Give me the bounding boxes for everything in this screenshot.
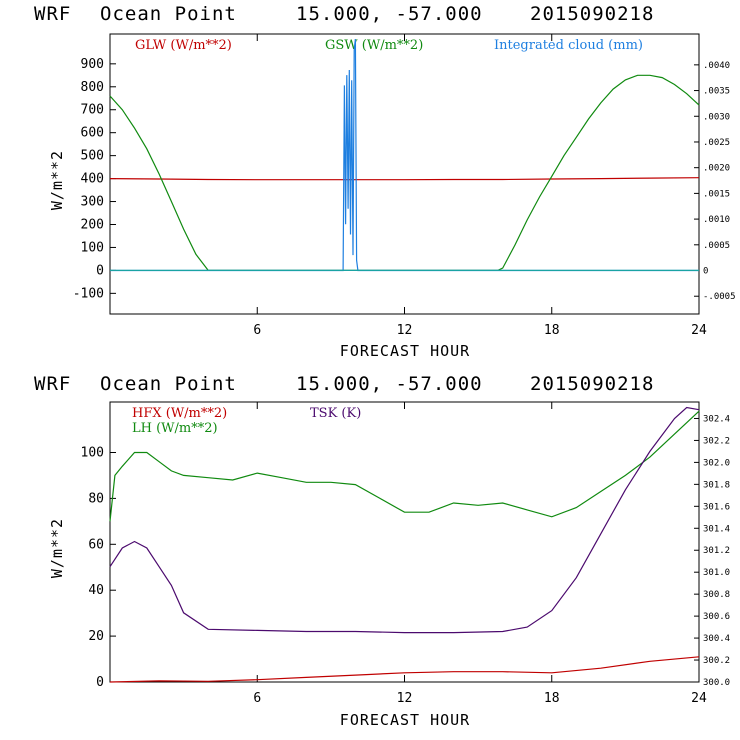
bottom-y2tick-label: 301.0 bbox=[703, 568, 730, 578]
top-ytick-label: 700 bbox=[81, 103, 104, 118]
bottom-y2tick-label: 300.4 bbox=[703, 634, 730, 644]
bottom-ytick-label: 100 bbox=[81, 445, 104, 460]
bottom-panel: WRF Ocean Point 15.000, -57.000 20150902… bbox=[34, 373, 730, 729]
top-xtick-label: 24 bbox=[691, 323, 707, 338]
bottom-ytick-label: 80 bbox=[88, 491, 104, 506]
bottom-y2tick-label: 300.6 bbox=[703, 612, 730, 622]
top-header-coords: 15.000, -57.000 bbox=[296, 3, 483, 25]
top-y-axis-ticks: -100 0 100 200 300 400 500 600 700 800 900 bbox=[73, 57, 116, 301]
top-ytick-label: 300 bbox=[81, 195, 104, 210]
bottom-xtick-label: 12 bbox=[397, 691, 413, 706]
bottom-xtick-label: 18 bbox=[544, 691, 560, 706]
top-y-axis-label: W/m**2 bbox=[48, 150, 66, 210]
top-ytick-label: -100 bbox=[73, 286, 104, 301]
bottom-y2tick-label: 301.4 bbox=[703, 524, 730, 534]
top-y2tick-label: .0040 bbox=[703, 61, 730, 71]
bottom-header-location: Ocean Point bbox=[100, 373, 237, 395]
top-ytick-label: 200 bbox=[81, 217, 104, 232]
top-xtick-label: 18 bbox=[544, 323, 560, 338]
bottom-ytick-label: 20 bbox=[88, 629, 104, 644]
top-x-axis-label: FORECAST HOUR bbox=[340, 342, 470, 360]
bottom-series-line-0 bbox=[109, 656, 700, 683]
top-y2tick-label: -.0005 bbox=[703, 292, 736, 302]
top-y2tick-label: 0 bbox=[703, 267, 708, 277]
bottom-y2tick-label: 302.4 bbox=[703, 414, 730, 424]
bottom-y2tick-label: 300.0 bbox=[703, 678, 730, 688]
bottom-header-coords: 15.000, -57.000 bbox=[296, 373, 483, 395]
bottom-y2tick-label: 301.2 bbox=[703, 546, 730, 556]
bottom-y2tick-label: 301.6 bbox=[703, 502, 730, 512]
top-xtick-label: 6 bbox=[253, 323, 261, 338]
bottom-legend-tsk: TSK (K) bbox=[310, 406, 361, 421]
bottom-header-model: WRF bbox=[34, 373, 71, 395]
bottom-y-axis-ticks: 0 20 40 60 80 100 bbox=[81, 445, 116, 690]
bottom-series-line-1 bbox=[109, 410, 700, 522]
top-ytick-label: 500 bbox=[81, 149, 104, 164]
top-ytick-label: 600 bbox=[81, 126, 104, 141]
bottom-xtick-label: 6 bbox=[253, 691, 261, 706]
top-plot-frame bbox=[109, 33, 700, 315]
top-y2tick-label: .0010 bbox=[703, 215, 730, 225]
bottom-y-axis-label: W/m**2 bbox=[48, 518, 66, 578]
top-y2tick-label: .0030 bbox=[703, 112, 730, 122]
top-y2tick-label: .0025 bbox=[703, 138, 730, 148]
top-y2tick-label: .0035 bbox=[703, 87, 730, 97]
top-y2tick-label: .0020 bbox=[703, 164, 730, 174]
top-ytick-label: 400 bbox=[81, 172, 104, 187]
top-ytick-label: 900 bbox=[81, 57, 104, 72]
bottom-legend-hfx: HFX (W/m**2) bbox=[132, 406, 227, 421]
bottom-y2tick-label: 300.2 bbox=[703, 656, 730, 666]
bottom-xtick-label: 24 bbox=[691, 691, 707, 706]
top-header-date: 2015090218 bbox=[530, 3, 654, 25]
bottom-ytick-label: 60 bbox=[88, 537, 104, 552]
top-series-line-1 bbox=[109, 74, 700, 271]
top-legend-glw: GLW (W/m**2) bbox=[135, 38, 232, 53]
top-ytick-label: 100 bbox=[81, 240, 104, 255]
bottom-series-group bbox=[109, 406, 700, 683]
bottom-x-axis-label: FORECAST HOUR bbox=[340, 711, 470, 729]
bottom-ytick-label: 40 bbox=[88, 583, 104, 598]
top-ytick-label: 800 bbox=[81, 80, 104, 95]
top-y2tick-label: .0005 bbox=[703, 241, 730, 251]
bottom-x-axis-ticks: 6 12 18 24 bbox=[253, 402, 707, 706]
bottom-y2tick-label: 302.2 bbox=[703, 436, 730, 446]
bottom-ytick-label: 0 bbox=[96, 675, 104, 690]
top-series-line-0 bbox=[109, 177, 700, 181]
top-ytick-label: 0 bbox=[96, 263, 104, 278]
top-legend-cloud: Integrated cloud (mm) bbox=[494, 38, 643, 53]
bottom-y2tick-label: 300.8 bbox=[703, 590, 730, 600]
bottom-y2tick-label: 301.8 bbox=[703, 480, 730, 490]
top-y2tick-label: .0015 bbox=[703, 189, 730, 199]
bottom-series-line-2 bbox=[109, 406, 700, 634]
top-legend-gsw: GSW (W/m**2) bbox=[325, 38, 423, 53]
bottom-plot-frame bbox=[109, 401, 700, 683]
top-series-group bbox=[109, 39, 700, 272]
top-header-location: Ocean Point bbox=[100, 3, 237, 25]
top-y2-axis-ticks: -.0005 0 .0005 .0010 .0015 .0020 .0025 .0030 .00… bbox=[694, 61, 736, 302]
top-header-model: WRF bbox=[34, 3, 71, 25]
bottom-y2tick-label: 302.0 bbox=[703, 458, 730, 468]
top-x-axis-ticks: 6 12 18 24 bbox=[253, 34, 707, 338]
top-panel: WRF Ocean Point 15.000, -57.000 20150902… bbox=[34, 3, 736, 360]
bottom-legend-lh: LH (W/m**2) bbox=[132, 421, 218, 436]
top-series-line-2 bbox=[110, 39, 699, 272]
bottom-header-date: 2015090218 bbox=[530, 373, 654, 395]
top-xtick-label: 12 bbox=[397, 323, 413, 338]
bottom-y2-axis-ticks: 300.0 300.2 300.4 300.6 300.8 301.0 301.2 301.4… bbox=[694, 414, 730, 688]
